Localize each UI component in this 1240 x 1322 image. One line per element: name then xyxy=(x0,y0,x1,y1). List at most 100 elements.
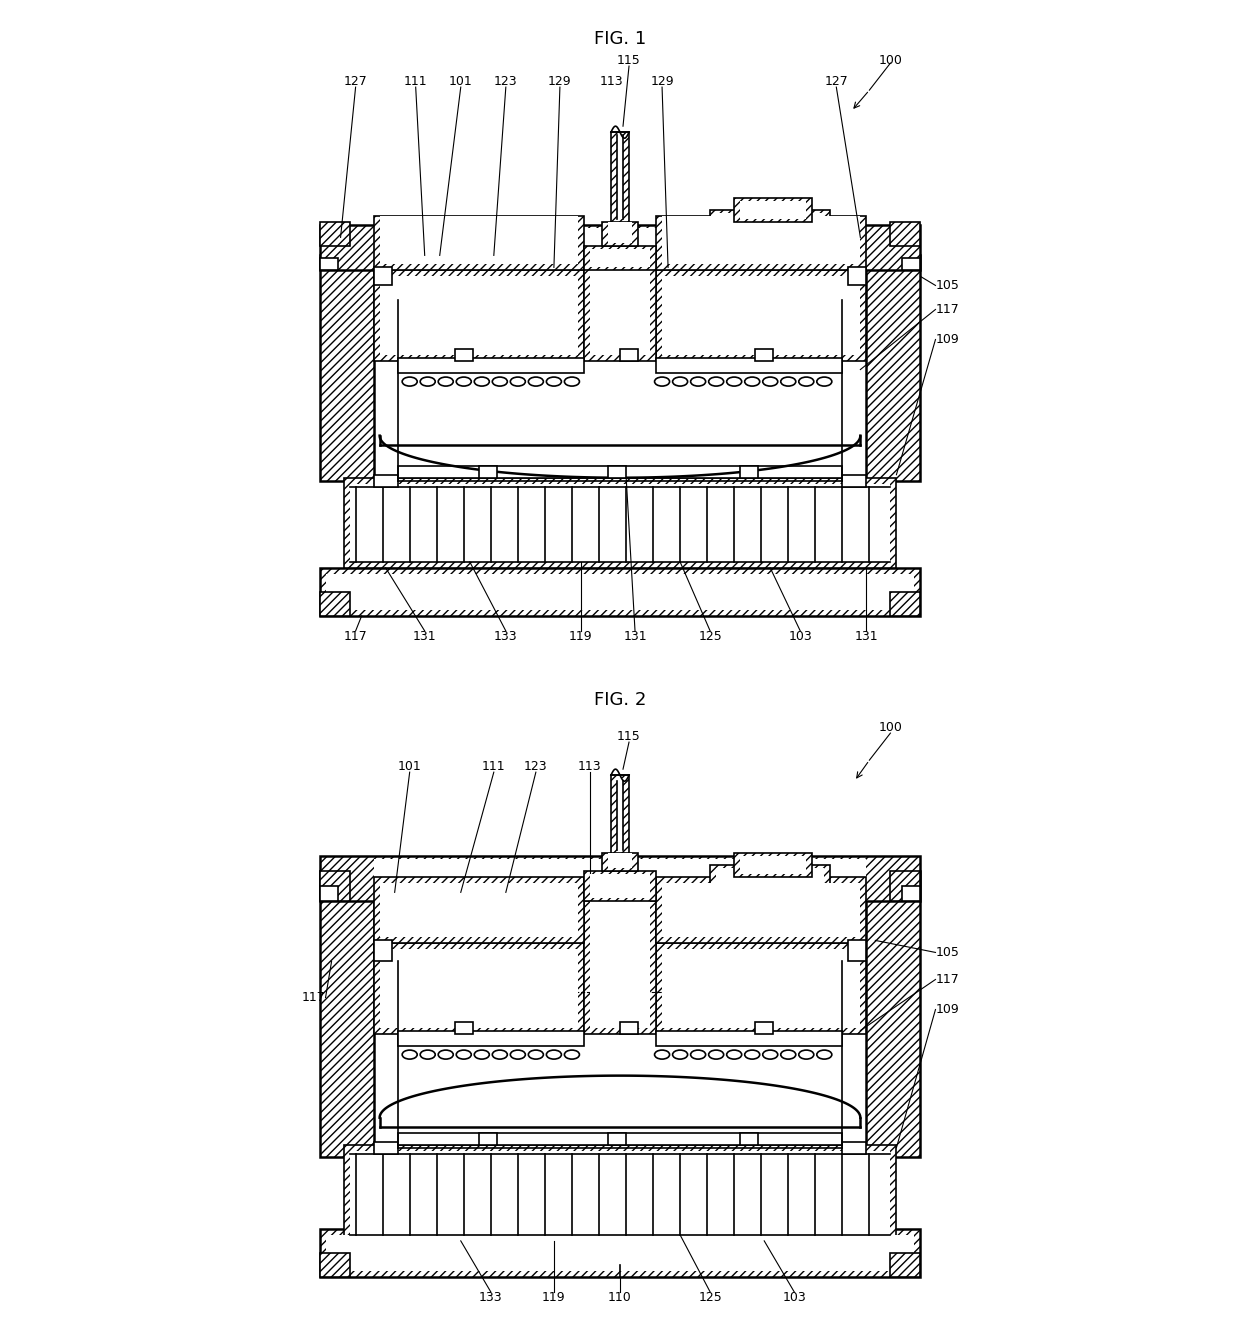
Bar xyxy=(373,475,398,486)
Bar xyxy=(320,222,350,246)
Text: 123: 123 xyxy=(494,74,517,87)
Ellipse shape xyxy=(655,377,670,386)
Text: 117: 117 xyxy=(301,992,326,1003)
Bar xyxy=(867,255,920,481)
Bar xyxy=(320,225,920,271)
Ellipse shape xyxy=(781,1050,796,1059)
Text: 105: 105 xyxy=(935,279,960,292)
Bar xyxy=(373,940,392,961)
Bar xyxy=(656,1031,842,1046)
Bar xyxy=(734,198,812,222)
Text: 115: 115 xyxy=(618,730,641,743)
Ellipse shape xyxy=(547,1050,562,1059)
Text: 113: 113 xyxy=(599,74,622,87)
Ellipse shape xyxy=(708,377,724,386)
Ellipse shape xyxy=(691,1050,706,1059)
Ellipse shape xyxy=(564,1050,579,1059)
Bar xyxy=(584,255,656,361)
Text: 133: 133 xyxy=(479,1292,502,1305)
Ellipse shape xyxy=(402,377,417,386)
Text: 125: 125 xyxy=(698,1292,722,1305)
Ellipse shape xyxy=(547,377,562,386)
Bar xyxy=(398,465,842,477)
Ellipse shape xyxy=(745,377,760,386)
Ellipse shape xyxy=(727,1050,742,1059)
Bar xyxy=(479,1133,497,1145)
Bar xyxy=(373,944,584,1034)
Bar xyxy=(379,217,578,264)
Ellipse shape xyxy=(438,377,454,386)
Bar xyxy=(373,878,584,944)
Bar xyxy=(734,853,812,878)
Bar xyxy=(611,132,629,222)
Bar xyxy=(755,349,774,361)
Bar xyxy=(455,1022,472,1034)
Text: 119: 119 xyxy=(569,631,593,644)
Text: 111: 111 xyxy=(404,74,428,87)
Bar xyxy=(373,217,584,271)
Bar xyxy=(656,217,867,271)
Text: 100: 100 xyxy=(878,720,903,734)
Bar xyxy=(740,465,758,477)
Ellipse shape xyxy=(492,1050,507,1059)
Bar xyxy=(711,866,831,902)
Bar xyxy=(350,484,890,562)
Bar xyxy=(740,1133,758,1145)
Bar xyxy=(373,271,584,361)
Bar xyxy=(320,886,337,902)
Text: 110: 110 xyxy=(608,1292,632,1305)
Bar xyxy=(662,949,861,1027)
Bar xyxy=(656,271,867,361)
Ellipse shape xyxy=(511,377,526,386)
Bar xyxy=(656,878,867,944)
Text: 109: 109 xyxy=(935,333,960,346)
Bar xyxy=(320,592,350,616)
Text: 103: 103 xyxy=(782,1292,806,1305)
Bar xyxy=(890,1253,920,1277)
Text: 125: 125 xyxy=(698,631,722,644)
Ellipse shape xyxy=(402,1050,417,1059)
Text: 131: 131 xyxy=(413,631,436,644)
Bar xyxy=(608,222,632,243)
Ellipse shape xyxy=(799,1050,813,1059)
Text: 100: 100 xyxy=(878,54,903,66)
Bar xyxy=(711,210,831,246)
Bar xyxy=(455,349,472,361)
Text: 129: 129 xyxy=(650,74,673,87)
Bar xyxy=(601,222,639,246)
Text: 101: 101 xyxy=(449,74,472,87)
Text: 131: 131 xyxy=(854,631,878,644)
Text: 133: 133 xyxy=(494,631,517,644)
Text: 101: 101 xyxy=(398,760,422,772)
Bar xyxy=(890,222,920,246)
Bar xyxy=(320,1229,920,1277)
Bar xyxy=(320,1253,350,1277)
Bar xyxy=(398,357,584,373)
Bar xyxy=(717,869,825,899)
Ellipse shape xyxy=(763,377,777,386)
Ellipse shape xyxy=(528,377,543,386)
Ellipse shape xyxy=(492,377,507,386)
Bar xyxy=(903,886,920,902)
Ellipse shape xyxy=(817,1050,832,1059)
Text: 117: 117 xyxy=(343,631,367,644)
Text: 109: 109 xyxy=(935,1003,960,1017)
Bar xyxy=(662,883,861,937)
Bar xyxy=(350,1150,890,1235)
Bar xyxy=(373,267,392,286)
Bar xyxy=(343,477,897,568)
Bar xyxy=(848,940,867,961)
Bar xyxy=(608,1133,626,1145)
Bar xyxy=(890,592,920,616)
Bar xyxy=(842,475,867,486)
Bar xyxy=(890,871,920,902)
Bar xyxy=(662,217,861,264)
Ellipse shape xyxy=(438,1050,454,1059)
Ellipse shape xyxy=(817,377,832,386)
Text: FIG. 1: FIG. 1 xyxy=(594,30,646,48)
Ellipse shape xyxy=(564,377,579,386)
Bar xyxy=(479,465,497,477)
Bar xyxy=(379,276,578,354)
Bar xyxy=(608,465,626,477)
Ellipse shape xyxy=(456,1050,471,1059)
